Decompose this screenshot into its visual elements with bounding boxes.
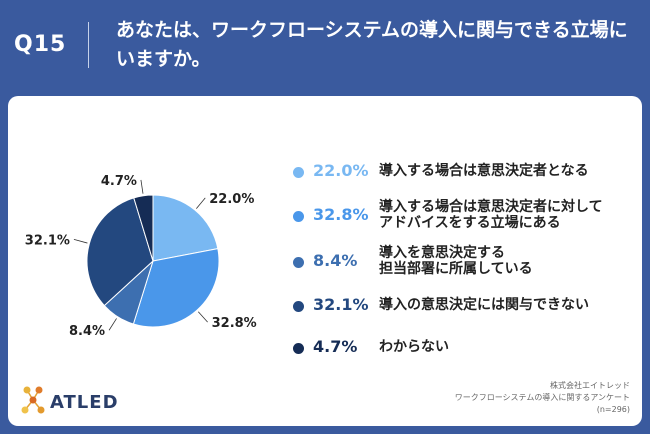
pie-leader-line — [73, 238, 88, 244]
legend-label: 導入を意思決定する 担当部署に所属している — [379, 245, 533, 277]
pie-slice — [152, 194, 219, 262]
atled-logo-mark-icon — [21, 386, 45, 414]
pie-slice — [86, 197, 154, 307]
pie-leader-line — [108, 318, 117, 331]
legend-percentage: 4.7% — [313, 337, 358, 356]
legend-swatch — [293, 301, 304, 312]
pie-leader-line — [140, 179, 144, 194]
header-divider — [88, 22, 89, 68]
legend-label: わからない — [379, 339, 449, 355]
pie-data-label: 22.0% — [209, 192, 254, 207]
pie-leader-line — [196, 197, 206, 209]
pie-leader-line — [197, 311, 208, 323]
question-number: Q15 — [14, 32, 67, 57]
pie-data-label: 4.7% — [101, 174, 137, 189]
question-text: あなたは、ワークフローシステムの導入に関与できる立場にいますか。 — [116, 19, 628, 70]
legend-percentage: 32.1% — [313, 295, 369, 314]
legend-percentage: 8.4% — [313, 251, 358, 270]
chart-legend: 22.0% 導入する場合は意思決定者となる 32.8% 導入する場合は意思決定者に対し… — [291, 161, 631, 380]
legend-label: 導入する場合は意思決定者となる — [379, 163, 589, 179]
legend-label: 導入する場合は意思決定者に対して アドバイスをする立場にある — [379, 199, 603, 231]
legend-swatch — [293, 257, 304, 268]
legend-swatch — [293, 211, 304, 222]
legend-label: 導入の意思決定には関与できない — [379, 297, 589, 313]
question-header: Q15 あなたは、ワークフローシステムの導入に関与できる立場にいますか。 — [0, 0, 650, 88]
legend-percentage: 22.0% — [313, 161, 369, 180]
pie-data-label: 8.4% — [69, 324, 105, 339]
pie-slice — [133, 194, 154, 262]
legend-swatch — [293, 343, 304, 354]
footer-sample-size: (n=296) — [596, 405, 630, 414]
legend-item: 8.4% 導入を意思決定する 担当部署に所属している — [291, 245, 631, 294]
legend-item: 22.0% 導入する場合は意思決定者となる — [291, 161, 631, 202]
pie-data-label: 32.8% — [212, 316, 257, 331]
footer-survey: ワークフローシステムの導入に関するアンケート — [454, 393, 630, 402]
chart-card: 22.0% 32.8% 8.4% 32.1% 4.7% 22.0% 導入する場合は意思決定… — [8, 96, 642, 426]
legend-item: 4.7% わからない — [291, 337, 631, 378]
legend-item: 32.8% 導入する場合は意思決定者に対して アドバイスをする立場にある — [291, 199, 631, 248]
pie-slice — [132, 248, 220, 328]
legend-item: 32.1% 導入の意思決定には関与できない — [291, 295, 631, 336]
legend-swatch — [293, 167, 304, 178]
pie-data-label: 32.1% — [25, 233, 70, 248]
source-footer: 株式会社エイトレッド ワークフローシステムの導入に関するアンケート (n=296… — [455, 380, 630, 416]
logo-brand-text: ATLED — [50, 392, 119, 413]
legend-percentage: 32.8% — [313, 205, 369, 224]
footer-company: 株式会社エイトレッド — [550, 381, 630, 390]
atled-logo: ATLED — [20, 384, 150, 424]
pie-chart: 22.0% 32.8% 8.4% 32.1% 4.7% — [25, 174, 257, 339]
